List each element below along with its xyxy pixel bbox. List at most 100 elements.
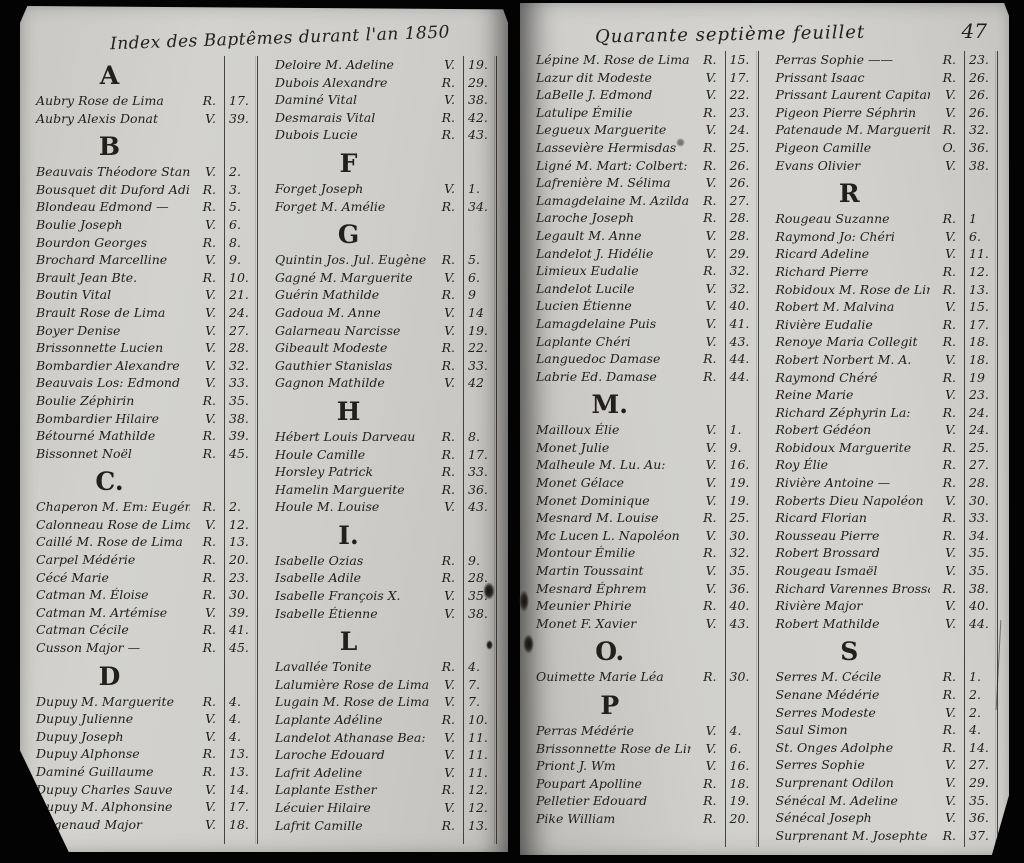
register-entry: Poupart Apolline R. 18. xyxy=(530,775,760,793)
register-entry: Boulie Joseph V. 6. xyxy=(30,216,259,234)
entry-folio-number: 40. xyxy=(969,598,989,614)
entry-folio-number: 6. xyxy=(468,269,480,285)
entry-folio-number: 28. xyxy=(229,340,249,356)
register-entry: Labrie Ed. Damase R. 44. xyxy=(530,368,760,386)
entry-register-letter: V. xyxy=(705,563,717,579)
entry-name: Legueux Marguerite xyxy=(536,122,667,138)
entry-name: Gadoua M. Anne xyxy=(275,304,381,320)
register-entry: Senane Médérie R. 2. xyxy=(770,686,1000,704)
section-letter-H: H xyxy=(336,396,361,426)
register-entry: Bombardier Alexandre V. 32. xyxy=(30,357,259,375)
entry-register-letter: R. xyxy=(942,722,956,738)
entry-register-letter: R. xyxy=(441,817,455,833)
entry-folio-number: 26. xyxy=(969,104,989,120)
left-page-columns: A Aubry Rose de Lima R. 17. Aubry Alexis Don… xyxy=(30,56,500,844)
register-entry: Lalumière Rose de Lima V. 7. xyxy=(269,676,498,694)
section-letter-M: M. xyxy=(591,390,628,420)
register-entry: Languedoc Damase R. 44. xyxy=(530,350,760,368)
entry-name: Labrie Ed. Damase xyxy=(536,368,657,384)
entry-register-letter: R. xyxy=(441,712,455,728)
entry-name: Renoye Maria Collegit xyxy=(775,334,918,350)
entry-register-letter: V. xyxy=(705,740,717,756)
register-entry: Dupuy Joseph V. 4. xyxy=(30,728,259,746)
register-entry: Limieux Eudalie R. 32. xyxy=(530,262,760,280)
entry-folio-number: 16. xyxy=(729,758,750,774)
entry-name: Aubry Alexis Donat xyxy=(36,110,159,126)
register-entry: Lafrit Camille R. 13. xyxy=(269,817,498,835)
entry-register-letter: V. xyxy=(444,269,455,285)
register-entry: Catman Cécile R. 41. xyxy=(30,621,259,639)
entry-name: Brissonnette Lucien xyxy=(36,340,164,356)
entry-folio-number: 16. xyxy=(729,457,750,473)
entry-register-letter: V. xyxy=(205,728,216,744)
entry-folio-number: 38. xyxy=(468,605,488,621)
entry-register-letter: V. xyxy=(444,322,455,338)
ink-stain xyxy=(483,582,495,600)
entry-folio-number: 29. xyxy=(468,74,488,90)
entry-folio-number: 14. xyxy=(969,739,989,755)
register-entry: Dupuy Julienne V. 4. xyxy=(30,710,259,728)
entry-name: Laplante Esther xyxy=(275,782,377,798)
entry-folio-number: 12. xyxy=(468,800,488,815)
entry-folio-number: 9 xyxy=(468,287,476,303)
entry-register-letter: R. xyxy=(942,263,956,279)
entry-folio-number: 17. xyxy=(229,799,249,815)
entry-folio-number: 18. xyxy=(729,775,750,791)
entry-name: Landelot Lucile xyxy=(536,280,635,296)
register-entry: Ricard Florian R. 33. xyxy=(770,509,1000,527)
entry-register-letter: V. xyxy=(205,287,216,303)
register-entry: Pelletier Edouard R. 19. xyxy=(530,792,760,810)
register-entry: Monet Gélace V. 19. xyxy=(530,474,760,492)
entry-folio-number: 10. xyxy=(468,712,488,728)
entry-name: Sénécal M. Adeline xyxy=(775,792,898,808)
section-letter-O: O. xyxy=(595,637,625,667)
section-letter-B: B xyxy=(98,132,121,162)
register-entry: Laroche Edouard V. 11. xyxy=(269,746,498,764)
entry-name: Pigeon Pierre Séphrin xyxy=(775,104,917,120)
entry-folio-number: 28. xyxy=(468,570,488,586)
entry-name: Robert Mathilde xyxy=(775,615,880,631)
entry-folio-number: 35. xyxy=(729,563,750,579)
register-entry: Rivière Antoine — R. 28. xyxy=(770,474,1000,492)
register-entry: Raymond Jo: Chéri V. 6. xyxy=(770,228,1000,246)
register-entry: Dupuy M. Marguerite R. 4. xyxy=(30,693,259,711)
entry-name: Robidoux Marguerite xyxy=(775,439,912,455)
entry-folio-number: 19. xyxy=(468,57,488,72)
entry-name: Bissonnet Noël xyxy=(36,445,132,461)
entry-register-letter: R. xyxy=(441,570,455,586)
entry-folio-number: 11. xyxy=(468,764,488,780)
entry-register-letter: R. xyxy=(942,439,956,455)
entry-name: Lalumière Rose de Lima xyxy=(275,676,429,692)
right-page-column-2: Perras Sophie —— R. 23. Prissant Isaac R. 26.… xyxy=(770,51,1002,847)
entry-folio-number: 8. xyxy=(229,234,241,250)
entry-register-letter: R. xyxy=(202,445,216,461)
entry-name: Calonneau Rose de Lima xyxy=(36,516,190,532)
entry-folio-number: 11. xyxy=(468,729,488,745)
ink-stain xyxy=(519,590,529,612)
entry-folio-number: 32. xyxy=(969,122,989,138)
register-entry: Laplante Adéline R. 10. xyxy=(269,711,498,729)
register-entry: Gadoua M. Anne V. 14 xyxy=(269,304,498,322)
register-entry: Hamelin Marguerite R. 36. xyxy=(269,481,498,499)
entry-register-letter: V. xyxy=(705,527,717,543)
entry-folio-number: 24. xyxy=(229,304,249,320)
entry-name: Ricard Adeline xyxy=(775,246,870,262)
entry-name: Bétourné Mathilde xyxy=(36,428,156,444)
entry-register-letter: R. xyxy=(942,316,956,332)
register-entry: Martin Toussaint V. 35. xyxy=(530,562,760,580)
entry-register-letter: R. xyxy=(441,74,455,90)
register-entry: Lépine M. Rose de Lima R. 15. xyxy=(530,51,760,69)
register-entry: Isabelle Adile R. 28. xyxy=(269,569,498,587)
entry-name: Aubry Rose de Lima xyxy=(36,93,164,108)
entry-name: Daminé Guillaume xyxy=(36,764,154,779)
entry-name: Languedoc Damase xyxy=(536,351,661,367)
register-entry: Surprenant Odilon V. 29. xyxy=(770,774,1000,792)
register-entry: Legueux Marguerite V. 24. xyxy=(530,121,760,139)
entry-register-letter: R. xyxy=(202,181,216,197)
entry-register-letter: R. xyxy=(441,481,455,497)
entry-name: Lafrit Camille xyxy=(275,817,363,833)
register-entry: Robert Gédéon V. 24. xyxy=(770,421,1000,439)
entry-register-letter: V. xyxy=(705,439,717,455)
entry-folio-number: 2. xyxy=(229,164,241,180)
entry-name: Martin Toussaint xyxy=(536,563,644,579)
